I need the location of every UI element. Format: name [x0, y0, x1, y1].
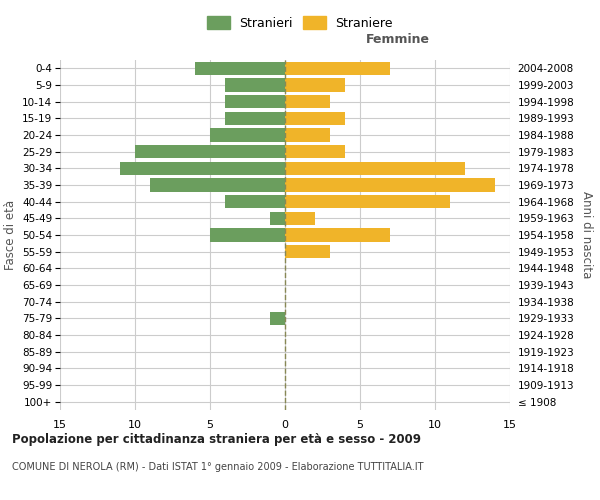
Bar [210, 228, 285, 241]
Bar [285, 228, 390, 241]
Text: Popolazione per cittadinanza straniera per età e sesso - 2009: Popolazione per cittadinanza straniera p… [12, 432, 421, 446]
Bar [120, 162, 285, 175]
Bar [225, 95, 285, 108]
Bar [270, 312, 285, 325]
Text: COMUNE DI NEROLA (RM) - Dati ISTAT 1° gennaio 2009 - Elaborazione TUTTITALIA.IT: COMUNE DI NEROLA (RM) - Dati ISTAT 1° ge… [12, 462, 424, 472]
Bar [225, 112, 285, 125]
Y-axis label: Fasce di età: Fasce di età [4, 200, 17, 270]
Bar [285, 162, 465, 175]
Bar [270, 212, 285, 225]
Bar [150, 178, 285, 192]
Bar [135, 145, 285, 158]
Bar [285, 245, 330, 258]
Bar [285, 145, 345, 158]
Bar [285, 195, 450, 208]
Y-axis label: Anni di nascita: Anni di nascita [580, 192, 593, 278]
Bar [225, 78, 285, 92]
Bar [225, 195, 285, 208]
Bar [285, 62, 390, 75]
Bar [285, 212, 315, 225]
Bar [285, 78, 345, 92]
Legend: Stranieri, Straniere: Stranieri, Straniere [202, 11, 398, 35]
Bar [285, 178, 495, 192]
Bar [285, 128, 330, 141]
Bar [285, 95, 330, 108]
Bar [210, 128, 285, 141]
Bar [285, 112, 345, 125]
Bar [195, 62, 285, 75]
Text: Femmine: Femmine [365, 33, 430, 46]
